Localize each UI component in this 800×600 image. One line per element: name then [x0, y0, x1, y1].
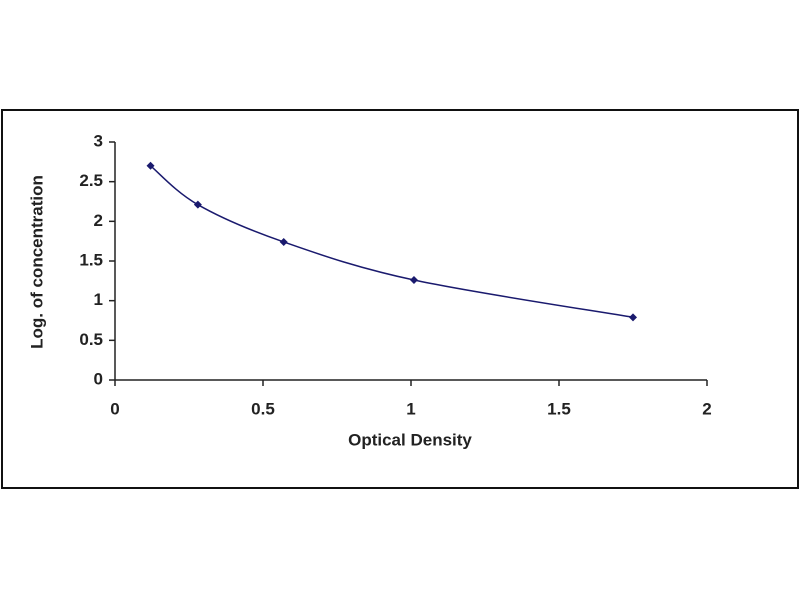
x-tick-label: 0.5 [251, 399, 275, 418]
marker [146, 161, 155, 170]
x-tick-label: 1.5 [547, 399, 571, 418]
marker [409, 276, 418, 285]
marker [193, 200, 202, 209]
y-tick-label: 1.5 [79, 250, 103, 269]
y-axis-label: Log. of concentration [27, 175, 46, 349]
x-tick-label: 0 [110, 399, 119, 418]
y-tick-label: 3 [94, 131, 103, 150]
y-tick-label: 2 [94, 211, 103, 230]
y-tick-label: 1 [94, 290, 103, 309]
x-tick-label: 2 [702, 399, 711, 418]
y-tick-label: 0.5 [79, 330, 103, 349]
x-axis-label: Optical Density [348, 430, 472, 449]
chart-frame [1, 109, 799, 489]
y-tick-label: 2.5 [79, 171, 103, 190]
marker [279, 237, 288, 246]
y-tick-label: 0 [94, 369, 103, 388]
x-tick-label: 1 [406, 399, 415, 418]
marker [629, 313, 637, 322]
